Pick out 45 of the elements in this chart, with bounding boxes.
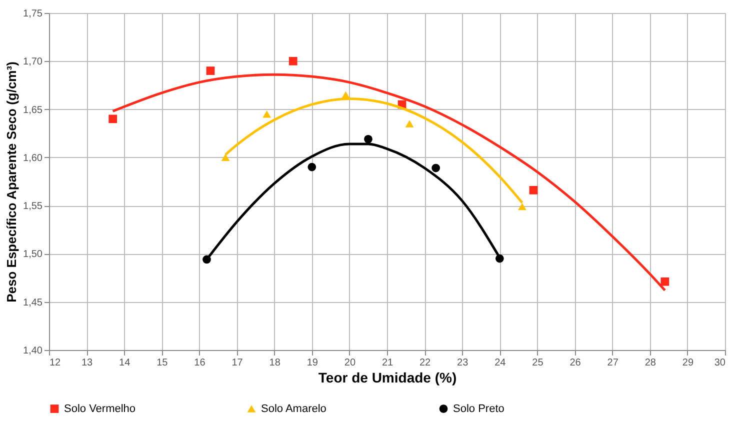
x-tick-label: 17: [232, 358, 244, 368]
x-tick-label: 30: [714, 358, 726, 368]
point: [529, 186, 538, 194]
y-tick-label: 1,40: [23, 346, 43, 356]
x-axis-title: Teor de Umidade (%): [318, 370, 457, 386]
x-tick-label: 25: [532, 358, 544, 368]
x-tick-label: 23: [457, 358, 469, 368]
y-tick-label: 1,75: [23, 8, 43, 20]
line-series: [112, 73, 666, 292]
point: [432, 164, 440, 172]
point: [221, 154, 230, 162]
y-tick-label: 1,60: [23, 152, 43, 164]
y-tick-label: 1,50: [23, 249, 43, 260]
x-tick-label: 26: [570, 358, 582, 368]
legend-label: Solo Preto: [453, 402, 504, 415]
point: [108, 114, 118, 124]
point: [308, 162, 316, 172]
x-tick-label: 21: [382, 358, 394, 368]
y-tick-label: 1,65: [23, 104, 43, 116]
y-tick-label: 1,45: [23, 297, 43, 308]
point: [518, 202, 526, 210]
x-tick-label: 28: [644, 358, 656, 368]
point: [405, 120, 414, 128]
x-tick-label: 13: [81, 358, 94, 368]
point: [206, 66, 215, 75]
x-tick-label: 18: [269, 358, 281, 368]
x-tick-label: 24: [494, 358, 506, 368]
legend-label: Solo Amarelo: [261, 402, 326, 415]
point: [262, 110, 272, 118]
legend-label: Solo Vermelho: [64, 402, 136, 415]
x-tick-label: 16: [194, 358, 206, 368]
y-axis-title: Peso Específico Aparente Seco (g/cm³): [4, 62, 20, 302]
x-tick-label: 12: [50, 358, 62, 368]
x-tick-label: 22: [419, 358, 432, 368]
x-tick-label: 14: [119, 358, 131, 368]
point: [660, 277, 670, 286]
y-tick-label: 1,55: [23, 201, 43, 212]
x-tick-label: 15: [156, 358, 168, 368]
y-tick-label: 1,70: [23, 56, 43, 68]
point: [288, 56, 298, 66]
x-tick-label: 29: [682, 358, 694, 368]
x-tick-label: 20: [344, 358, 356, 368]
point: [364, 134, 372, 144]
x-tick-label: 19: [306, 358, 318, 368]
x-tick-label: 27: [607, 358, 619, 368]
